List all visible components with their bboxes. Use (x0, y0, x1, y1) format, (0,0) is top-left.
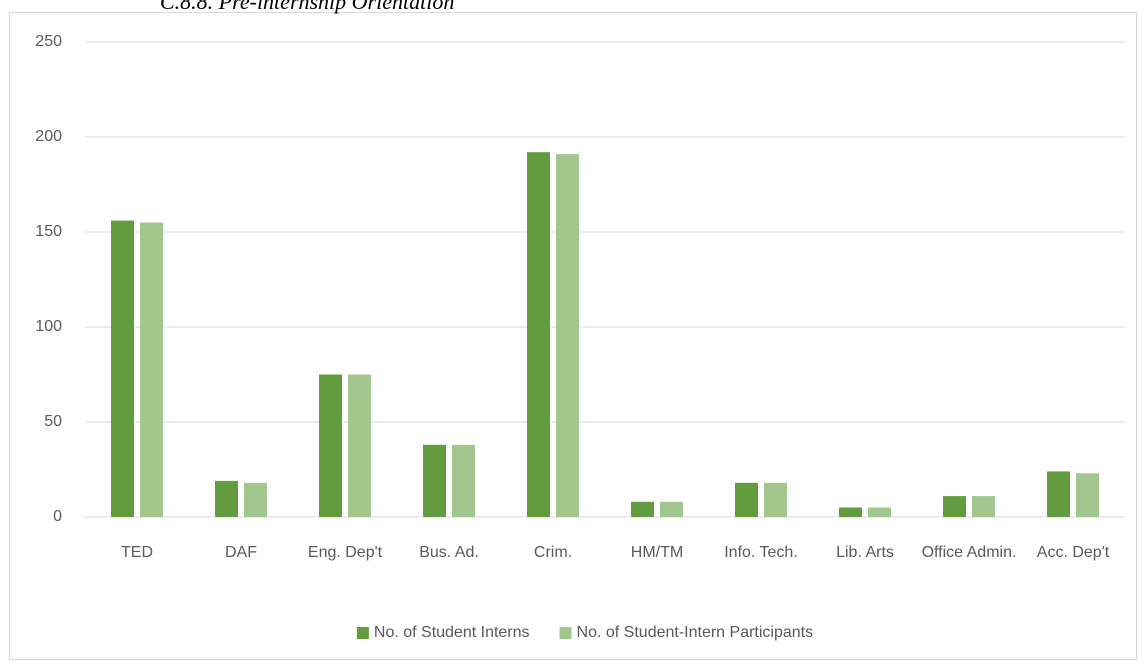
bar (244, 482, 267, 517)
x-tick-label: Crim. (534, 544, 572, 561)
y-tick-label: 50 (44, 413, 62, 430)
bar (423, 444, 446, 517)
bar (868, 507, 891, 517)
x-tick-label: Acc. Dep't (1037, 544, 1110, 561)
bar (839, 507, 862, 517)
bar (972, 496, 995, 517)
legend-label: No. of Student-Intern Participants (577, 624, 814, 641)
bar (348, 374, 371, 517)
bar (452, 444, 475, 517)
bar (527, 152, 550, 517)
y-tick-label: 250 (35, 33, 62, 50)
y-tick-label: 0 (53, 508, 62, 525)
bar (1047, 471, 1070, 517)
legend-label: No. of Student Interns (374, 624, 530, 641)
bar (1076, 473, 1099, 517)
bar (556, 154, 579, 517)
bar (660, 501, 683, 517)
x-tick-label: Bus. Ad. (419, 544, 479, 561)
y-tick-label: 150 (35, 223, 62, 240)
x-tick-label: Office Admin. (922, 544, 1017, 561)
x-tick-label: Lib. Arts (836, 544, 894, 561)
bar (735, 482, 758, 517)
x-tick-label: DAF (225, 544, 257, 561)
bar (631, 501, 654, 517)
x-tick-label: Info. Tech. (724, 544, 798, 561)
bar (215, 480, 238, 517)
legend-swatch (559, 627, 572, 639)
x-tick-label: TED (121, 544, 153, 561)
bar (319, 374, 342, 517)
bar (764, 482, 787, 517)
y-tick-label: 100 (35, 318, 62, 335)
chart-title: C.8.8. Pre-internship Orientation (160, 0, 454, 14)
bar (111, 220, 134, 517)
x-tick-label: HM/TM (631, 544, 683, 561)
legend-item: No. of Student Interns (356, 624, 530, 641)
legend-item: No. of Student-Intern Participants (559, 624, 814, 641)
x-tick-label: Eng. Dep't (308, 544, 383, 561)
y-tick-label: 200 (35, 128, 62, 145)
bar (943, 496, 966, 517)
legend-swatch (356, 627, 369, 639)
title-backdrop (150, 0, 620, 12)
bar (140, 222, 163, 517)
